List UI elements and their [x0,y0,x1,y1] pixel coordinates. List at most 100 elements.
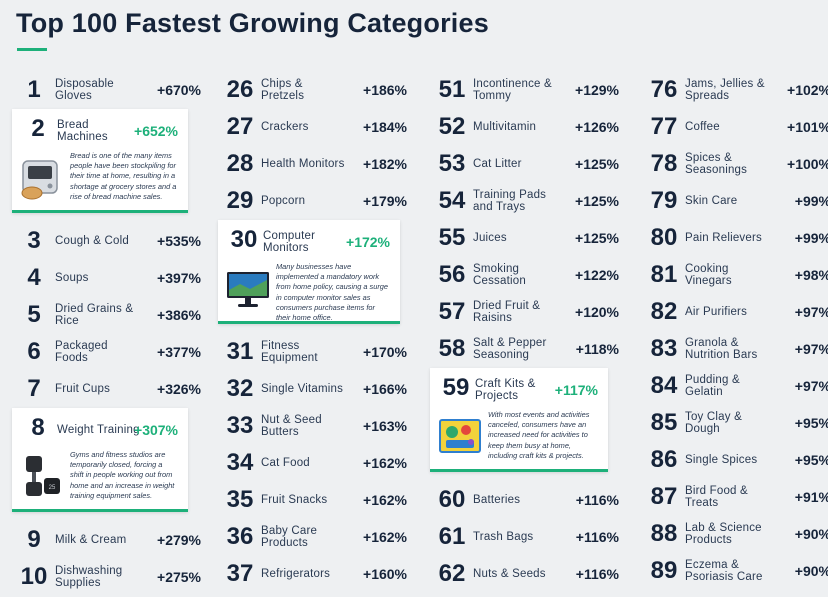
ranking-row-89: 89 Eczema & Psoriasis Care +90% [646,553,828,589]
ranking-row-6: 6 Packaged Foods +377% [16,334,221,370]
ranking-row-88: 88 Lab & Science Products +90% [646,516,828,552]
growth-value: +97% [794,304,828,320]
category-name: Spices & Seasonings [685,152,748,176]
category-name: Pudding & Gelatin [685,374,740,398]
ranking-row-76: 76 Jams, Jellies & Spreads +102% [646,72,828,108]
category-name: Weight Training [57,424,140,436]
growth-value: +125% [575,193,619,209]
rank-number: 81 [650,261,678,288]
rank-number: 27 [226,113,254,140]
rank-number: 58 [438,335,466,362]
category-name: Incontinence & Tommy [473,78,552,102]
highlight-card-computer-monitors: 30 Computer Monitors +172% Many business… [218,220,400,324]
ranking-row-53: 53 Cat Litter +125% [434,146,639,182]
growth-value: +97% [794,378,828,394]
rank-number: 85 [650,409,678,436]
ranking-row-32: 32 Single Vitamins +166% [222,371,427,407]
ranking-row-37: 37 Refrigerators +160% [222,556,427,592]
category-name: Lab & Science Products [685,522,762,546]
category-name: Nuts & Seeds [473,568,546,580]
growth-value: +125% [575,230,619,246]
rank-number: 87 [650,483,678,510]
ranking-row-36: 36 Baby Care Products +162% [222,519,427,555]
category-name: Packaged Foods [55,340,108,364]
category-name: Bread Machines [57,119,108,143]
category-name: Bird Food & Treats [685,485,748,509]
ranking-row-4: 4 Soups +397% [16,260,221,296]
category-name: Refrigerators [261,568,331,580]
rank-number: 7 [27,375,41,402]
rank-number: 76 [650,76,678,103]
ranking-row-35: 35 Fruit Snacks +162% [222,482,427,518]
category-name: Cough & Cold [55,235,129,247]
rank-number: 54 [438,187,466,214]
ranking-row-77: 77 Coffee +101% [646,109,828,145]
category-name: Fitness Equipment [261,340,318,364]
growth-value: +98% [794,267,828,283]
rank-number: 86 [650,446,678,473]
rank-number: 30 [230,226,258,253]
rank-number: 35 [226,486,254,513]
growth-value: +275% [157,569,201,585]
category-name: Health Monitors [261,158,345,170]
highlight-card-bread-machines: 2 Bread Machines +652% Bread is one of t… [12,109,188,213]
growth-value: +126% [575,119,619,135]
category-name: Milk & Cream [55,534,127,546]
ranking-row-82: 82 Air Purifiers +97% [646,294,828,330]
category-name: Toy Clay & Dough [685,411,742,435]
title-underline [17,48,47,51]
rank-number: 4 [27,264,41,291]
category-name: Air Purifiers [685,306,748,318]
growth-value: +535% [157,233,201,249]
rank-number: 1 [27,76,41,103]
highlight-card-weight-training: 8 Weight Training +307% 25 Gyms and fitn… [12,408,188,512]
rank-number: 78 [650,150,678,177]
rank-number: 53 [438,150,466,177]
ranking-row-60: 60 Batteries +116% [434,482,639,518]
ranking-row-1: 1 Disposable Gloves +670% [16,72,221,108]
ranking-row-10: 10 Dishwashing Supplies +275% [16,559,221,595]
dumbbell-icon: 25 [20,452,64,500]
ranking-row-84: 84 Pudding & Gelatin +97% [646,368,828,404]
growth-value: +184% [363,119,407,135]
ranking-row-33: 33 Nut & Seed Butters +163% [222,408,427,444]
growth-value: +125% [575,156,619,172]
ranking-row-31: 31 Fitness Equipment +170% [222,334,427,370]
rank-number: 61 [438,523,466,550]
category-name: Training Pads and Trays [473,189,547,213]
growth-value: +172% [346,234,390,250]
category-name: Disposable Gloves [55,78,114,102]
rank-number: 2 [31,115,45,142]
rank-number: 5 [27,301,41,328]
category-name: Jams, Jellies & Spreads [685,78,765,102]
growth-value: +90% [794,563,828,579]
ranking-row-7: 7 Fruit Cups +326% [16,371,221,407]
ranking-row-26: 26 Chips & Pretzels +186% [222,72,427,108]
category-name: Computer Monitors [263,230,316,254]
ranking-row-80: 80 Pain Relievers +99% [646,220,828,256]
ranking-row-28: 28 Health Monitors +182% [222,146,427,182]
rank-number: 59 [442,374,470,401]
growth-value: +326% [157,381,201,397]
growth-value: +117% [554,382,598,398]
ranking-row-56: 56 Smoking Cessation +122% [434,257,639,293]
category-name: Batteries [473,494,521,506]
rank-number: 80 [650,224,678,251]
category-name: Craft Kits & Projects [475,378,536,402]
card-description: Gyms and fitness studios are temporarily… [70,450,175,500]
ranking-row-54: 54 Training Pads and Trays +125% [434,183,639,219]
ranking-row-58: 58 Salt & Pepper Seasoning +118% [434,331,639,367]
rank-number: 34 [226,449,254,476]
category-name: Trash Bags [473,531,534,543]
growth-value: +182% [363,156,407,172]
category-name: Crackers [261,121,309,133]
rank-number: 52 [438,113,466,140]
rank-number: 6 [27,338,41,365]
growth-value: +116% [575,529,619,545]
rank-number: 29 [226,187,254,214]
growth-value: +163% [363,418,407,434]
card-description: With most events and activities canceled… [488,410,590,460]
category-name: Cooking Vinegars [685,263,732,287]
ranking-row-61: 61 Trash Bags +116% [434,519,639,555]
category-name: Soups [55,272,89,284]
